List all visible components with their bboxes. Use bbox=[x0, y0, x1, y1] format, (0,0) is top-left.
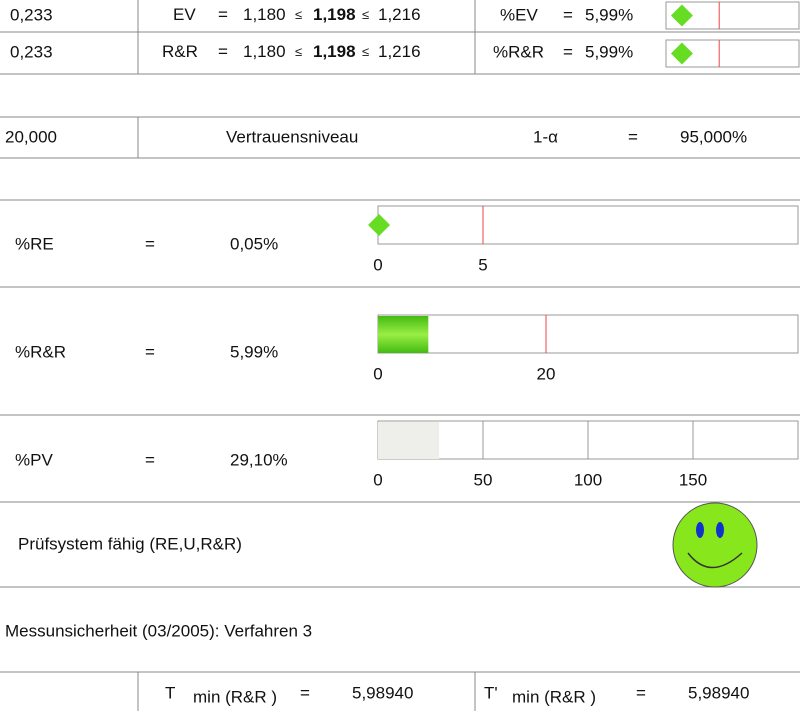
eye bbox=[716, 522, 724, 538]
method: Messunsicherheit (03/2005): Verfahren 3 bbox=[5, 621, 312, 640]
bar bbox=[378, 422, 440, 459]
equals: = bbox=[563, 42, 573, 61]
count: 0,233 bbox=[10, 5, 53, 24]
gauge-frame bbox=[377, 314, 799, 354]
interval-le1: ≤ bbox=[295, 7, 302, 22]
mouth bbox=[687, 552, 743, 569]
interval-le2: ≤ bbox=[362, 7, 369, 22]
interval-upper: 1,216 bbox=[378, 42, 421, 61]
pct-value: 5,99% bbox=[585, 42, 633, 61]
equals: = bbox=[636, 683, 646, 702]
equals: = bbox=[145, 234, 155, 253]
tick-label: 0 bbox=[373, 470, 382, 489]
tick-label: 100 bbox=[574, 470, 602, 489]
pct-label: %EV bbox=[500, 5, 538, 24]
label: Vertrauensniveau bbox=[226, 127, 358, 146]
diamond-marker bbox=[670, 4, 693, 27]
index-label: %PV bbox=[15, 450, 53, 469]
pct-value: 5,99% bbox=[585, 5, 633, 24]
equals: = bbox=[145, 450, 155, 469]
subscript: min (R&R ) bbox=[512, 687, 596, 706]
interval-label: R&R bbox=[162, 42, 198, 61]
sample-size: 20,000 bbox=[5, 127, 57, 146]
tick-label: 20 bbox=[537, 364, 556, 383]
equals: = bbox=[563, 5, 573, 24]
symbol: T bbox=[165, 683, 175, 702]
index-value: 5,99% bbox=[230, 342, 278, 361]
tmin-value: 5,98940 bbox=[688, 683, 749, 702]
gauge-frame bbox=[377, 205, 799, 245]
diamond-marker bbox=[368, 214, 391, 236]
value: 95,000% bbox=[680, 127, 747, 146]
interval-label: EV bbox=[173, 5, 196, 24]
bar bbox=[378, 316, 429, 353]
interval-lower: 1,180 bbox=[243, 42, 286, 61]
interval-upper: 1,216 bbox=[378, 5, 421, 24]
count: 0,233 bbox=[10, 42, 53, 61]
symbol: 1-α bbox=[533, 127, 558, 146]
interval-eq: = bbox=[218, 5, 228, 24]
index-label: %RE bbox=[15, 234, 54, 253]
equals: = bbox=[300, 683, 310, 702]
tick-label: 5 bbox=[478, 255, 487, 274]
tmin-value: 5,98940 bbox=[352, 683, 413, 702]
index-value: 0,05% bbox=[230, 234, 278, 253]
tick-label: 150 bbox=[679, 470, 707, 489]
equals: = bbox=[145, 342, 155, 361]
pct-label: %R&R bbox=[493, 42, 544, 61]
confidence-row: 20,000 Vertrauensniveau 1-α = 95,000% bbox=[5, 127, 747, 146]
interval-value: 1,198 bbox=[313, 42, 356, 61]
subscript: min (R&R ) bbox=[193, 687, 277, 706]
index-label: %R&R bbox=[15, 342, 66, 361]
interval-le1: ≤ bbox=[295, 44, 302, 59]
equals: = bbox=[628, 127, 638, 146]
eye bbox=[696, 522, 704, 538]
tick-label: 0 bbox=[373, 364, 382, 383]
smiley bbox=[672, 502, 758, 588]
diamond-marker bbox=[670, 42, 693, 65]
interval-le2: ≤ bbox=[362, 44, 369, 59]
interval-value: 1,198 bbox=[313, 5, 356, 24]
verdict-text: Prüfsystem fähig (RE,U,R&R) bbox=[18, 534, 242, 553]
face bbox=[672, 502, 758, 588]
interval-lower: 1,180 bbox=[243, 5, 286, 24]
index-value: 29,10% bbox=[230, 450, 288, 469]
tick-label: 50 bbox=[474, 470, 493, 489]
interval: R&R = 1,180 ≤1,198 ≤1,216 bbox=[162, 42, 421, 61]
symbol: T' bbox=[484, 683, 498, 702]
interval-eq: = bbox=[218, 42, 228, 61]
interval: EV = 1,180 ≤1,198 ≤1,216 bbox=[173, 5, 421, 24]
tick-label: 0 bbox=[373, 255, 382, 274]
